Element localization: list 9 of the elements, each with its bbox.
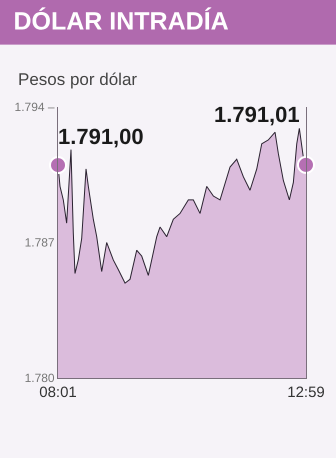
y-tick-label: 1.787 (24, 236, 55, 250)
chart-subtitle: Pesos por dólar (18, 70, 138, 89)
data-label: 1.791,01 (214, 102, 300, 127)
chart-title: DÓLAR INTRADÍA (13, 6, 229, 36)
y-tick-label: 1.780 (24, 371, 55, 386)
data-label: 1.791,00 (58, 124, 144, 149)
x-tick-label: 08:01 (39, 384, 77, 401)
y-tick-label: 1.794 – (14, 100, 55, 114)
x-tick-label: 12:59 (287, 384, 325, 401)
